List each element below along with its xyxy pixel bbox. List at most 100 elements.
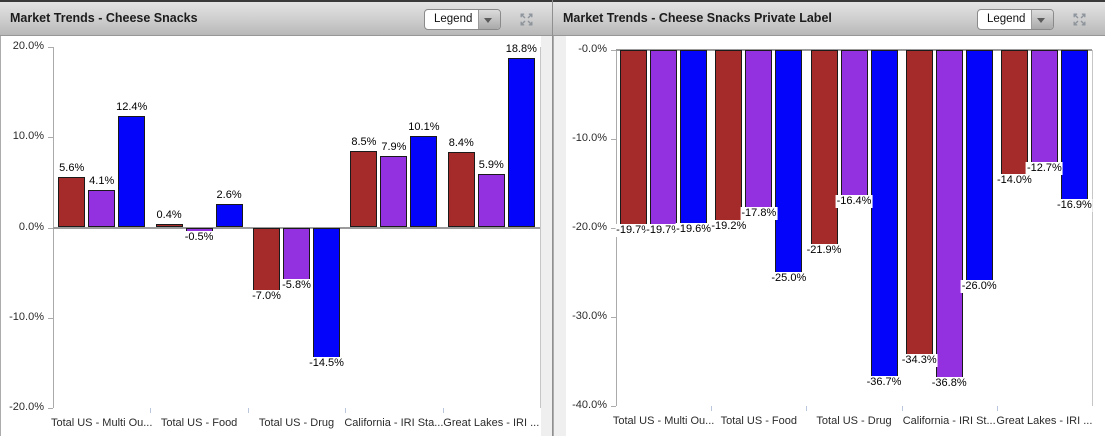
y-axis-label: -0.0%	[578, 43, 607, 55]
bar[interactable]	[715, 50, 743, 221]
bar[interactable]	[935, 50, 963, 378]
y-axis-tick	[48, 137, 53, 139]
bar[interactable]	[507, 57, 535, 228]
bar[interactable]	[650, 50, 678, 226]
bar[interactable]	[1060, 50, 1088, 201]
bar[interactable]	[905, 50, 933, 356]
bar[interactable]	[1030, 50, 1058, 164]
x-axis-tick	[150, 408, 152, 413]
bar-value-label: 5.9%	[477, 159, 505, 173]
x-axis-tick	[996, 406, 998, 411]
bar[interactable]	[410, 136, 438, 228]
bar-value-label: 2.6%	[215, 189, 243, 203]
panel-cheese-snacks-private-label: Market Trends - Cheese Snacks Private La…	[553, 0, 1105, 436]
category-label: Total US - Multi Ou...	[612, 415, 715, 427]
bar[interactable]	[215, 204, 243, 228]
bar[interactable]	[965, 50, 993, 282]
bar[interactable]	[88, 190, 116, 228]
chart-frame: 20.0% 10.0% 0.0% -10.0% -20.0% 5.6% 4.1% 12.4% T…	[0, 36, 552, 436]
y-axis-label: -20.0%	[9, 401, 44, 413]
y-axis-tick	[611, 50, 616, 51]
bar[interactable]	[745, 50, 773, 209]
bar-value-label: -16.4%	[835, 194, 873, 208]
category-label: Great Lakes - IRI ...	[996, 415, 1093, 427]
bar[interactable]	[775, 50, 803, 273]
bar-value-label: 7.9%	[380, 141, 408, 155]
bar-chart-cheese-snacks-private-label: -0.0% -10.0% -20.0% -30.0% -40.0% -19.7% -19.7…	[566, 36, 1105, 436]
bar-value-label: -19.7%	[615, 224, 653, 238]
x-axis-tick	[806, 406, 808, 411]
bar-value-label: 8.5%	[350, 135, 378, 149]
bar[interactable]	[447, 151, 475, 228]
bar-value-label: 18.8%	[504, 42, 538, 56]
y-axis-label: -20.0%	[572, 221, 607, 233]
chevron-down-icon	[484, 18, 492, 27]
category-label: Total US - Food	[720, 415, 798, 427]
x-axis-tick	[247, 408, 249, 413]
bar-value-label: -7.0%	[251, 289, 282, 303]
y-axis-tick	[48, 317, 53, 319]
bar[interactable]	[58, 176, 86, 228]
bar[interactable]	[313, 227, 340, 359]
x-axis-tick	[345, 408, 347, 413]
bar[interactable]	[477, 174, 505, 228]
bar[interactable]	[680, 50, 708, 225]
bar[interactable]	[870, 50, 898, 377]
y-axis-label: -40.0%	[572, 399, 607, 411]
legend-dropdown[interactable]: Legend	[977, 9, 1054, 30]
bar-value-label: 10.1%	[407, 121, 441, 135]
bar-value-label: -5.8%	[281, 278, 312, 292]
y-axis-tick	[611, 228, 616, 229]
bar[interactable]	[810, 50, 838, 245]
category-label: California - IRI Sta...	[344, 417, 444, 429]
plot-right-border	[540, 47, 541, 408]
y-axis-tick	[611, 317, 616, 318]
bar[interactable]	[118, 115, 146, 228]
bar-value-label: -17.8%	[740, 207, 778, 221]
bar-value-label: 0.4%	[155, 208, 183, 222]
expand-button[interactable]	[519, 12, 534, 27]
bar[interactable]	[840, 50, 868, 196]
bar-value-label: -19.2%	[710, 219, 748, 233]
bar-value-label: -36.7%	[865, 375, 903, 389]
bar-value-label: -34.3%	[900, 354, 938, 368]
legend-dropdown-value: Legend	[434, 13, 473, 25]
bar[interactable]	[1000, 50, 1028, 175]
legend-dropdown[interactable]: Legend	[424, 9, 501, 30]
legend-dropdown-value: Legend	[987, 13, 1026, 25]
bar[interactable]	[253, 227, 280, 291]
bar-value-label: 12.4%	[115, 100, 149, 114]
bar-chart-cheese-snacks: 20.0% 10.0% 0.0% -10.0% -20.0% 5.6% 4.1% 12.4% T…	[1, 36, 541, 436]
expand-arrows-icon	[1073, 13, 1086, 26]
y-axis-label: -10.0%	[572, 132, 607, 144]
category-label: Total US - Food	[160, 417, 238, 429]
expand-arrows-icon	[520, 13, 533, 26]
y-axis-label: 10.0%	[12, 130, 44, 143]
category-label: Total US - Multi Ou...	[50, 417, 153, 429]
expand-button[interactable]	[1072, 12, 1087, 27]
x-axis-tick	[711, 406, 713, 411]
bar[interactable]	[155, 223, 183, 228]
bar[interactable]	[283, 227, 310, 280]
panel-header: Market Trends - Cheese Snacks Private La…	[553, 0, 1105, 36]
y-axis-label: 20.0%	[12, 40, 44, 52]
chart-frame: -0.0% -10.0% -20.0% -30.0% -40.0% -19.7% -19.7…	[553, 36, 1105, 436]
bar-value-label: -19.7%	[645, 224, 683, 238]
y-axis-tick	[611, 139, 616, 140]
plot-right-border	[1092, 50, 1093, 406]
y-axis-tick	[48, 227, 53, 229]
bar-value-label: -36.8%	[930, 376, 968, 390]
category-label: Total US - Drug	[258, 417, 335, 429]
bar[interactable]	[350, 150, 378, 228]
bar-value-label: -16.9%	[1055, 199, 1093, 213]
category-label: Great Lakes - IRI ...	[443, 417, 540, 429]
panel-cheese-snacks: Market Trends - Cheese Snacks Legend 20.…	[0, 0, 552, 436]
dropdown-arrow-button[interactable]	[1031, 10, 1053, 29]
y-axis-tick	[48, 408, 53, 409]
dropdown-arrow-button[interactable]	[478, 10, 500, 29]
bar[interactable]	[380, 156, 408, 228]
bar[interactable]	[620, 50, 648, 226]
category-label: California - IRI St...	[902, 415, 996, 427]
bar-value-label: -26.0%	[960, 280, 998, 294]
